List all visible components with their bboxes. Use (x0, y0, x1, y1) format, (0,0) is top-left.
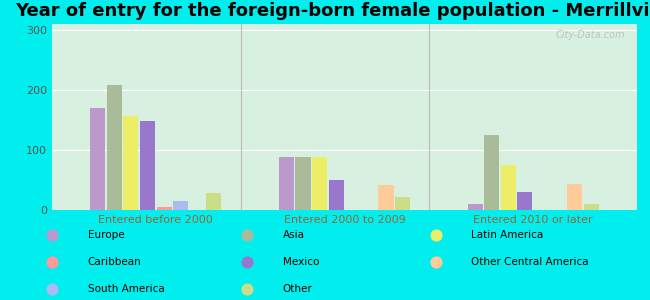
Bar (206, 193, 222, 210)
Point (242, 260, 252, 265)
Bar (107, 85, 122, 210)
Bar (279, 157, 294, 210)
Point (242, 287, 252, 292)
Text: Mexico: Mexico (283, 257, 319, 267)
Bar (157, 207, 172, 210)
Bar (90, 108, 105, 210)
Bar (296, 157, 311, 210)
Point (430, 233, 441, 238)
Bar (484, 135, 499, 210)
Bar (173, 201, 188, 210)
Text: Caribbean: Caribbean (88, 257, 142, 267)
Point (47, 233, 57, 238)
Point (242, 233, 252, 238)
Point (430, 260, 441, 265)
Text: South America: South America (88, 284, 164, 294)
Text: Latin America: Latin America (471, 230, 543, 240)
Bar (140, 121, 155, 210)
Bar (467, 204, 483, 210)
Bar (329, 180, 344, 210)
Text: City-Data.com: City-Data.com (556, 30, 625, 40)
Text: Other: Other (283, 284, 313, 294)
Text: Asia: Asia (283, 230, 305, 240)
Bar (517, 192, 532, 210)
Text: Other Central America: Other Central America (471, 257, 589, 267)
Bar (500, 165, 516, 210)
Title: Year of entry for the foreign-born female population - Merrillville: Year of entry for the foreign-born femal… (15, 2, 650, 20)
Bar (584, 204, 599, 210)
Bar (395, 197, 410, 210)
Bar (567, 184, 582, 210)
Bar (124, 116, 138, 210)
Text: Europe: Europe (88, 230, 124, 240)
Bar (378, 185, 393, 210)
Bar (312, 157, 327, 210)
Point (47, 287, 57, 292)
Point (47, 260, 57, 265)
